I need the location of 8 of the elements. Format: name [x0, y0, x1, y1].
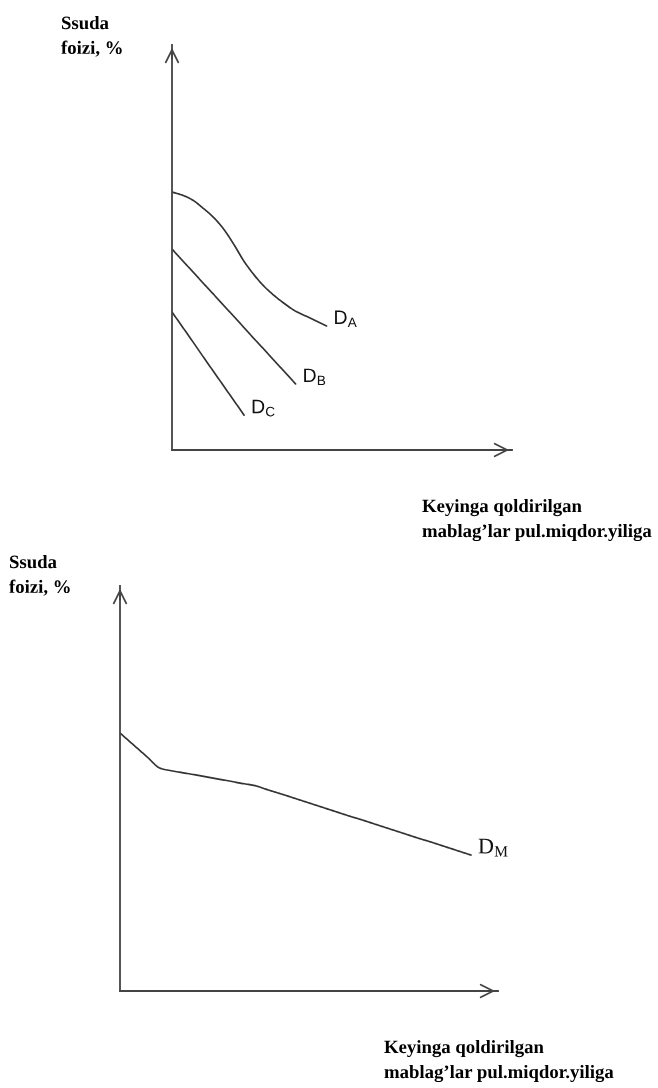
series-label: D$_{A}$: [335, 310, 357, 328]
x-axis-title: Keyinga qoldirilgan mablag’lar pul.miqdor.yiliga: [384, 1040, 614, 1083]
x-axis-title: Keyinga qoldirilgan mablag’lar pul.miqdor.yiliga: [422, 499, 652, 542]
y-axis-title: Ssuda foizi, %: [9, 555, 70, 596]
y-axis-title: Ssuda foizi, %: [61, 16, 122, 57]
series-label: D$_{B}$: [304, 368, 326, 386]
series-label: D$_{C}$: [252, 399, 275, 417]
series-label: D$_{M}$: [478, 838, 508, 857]
